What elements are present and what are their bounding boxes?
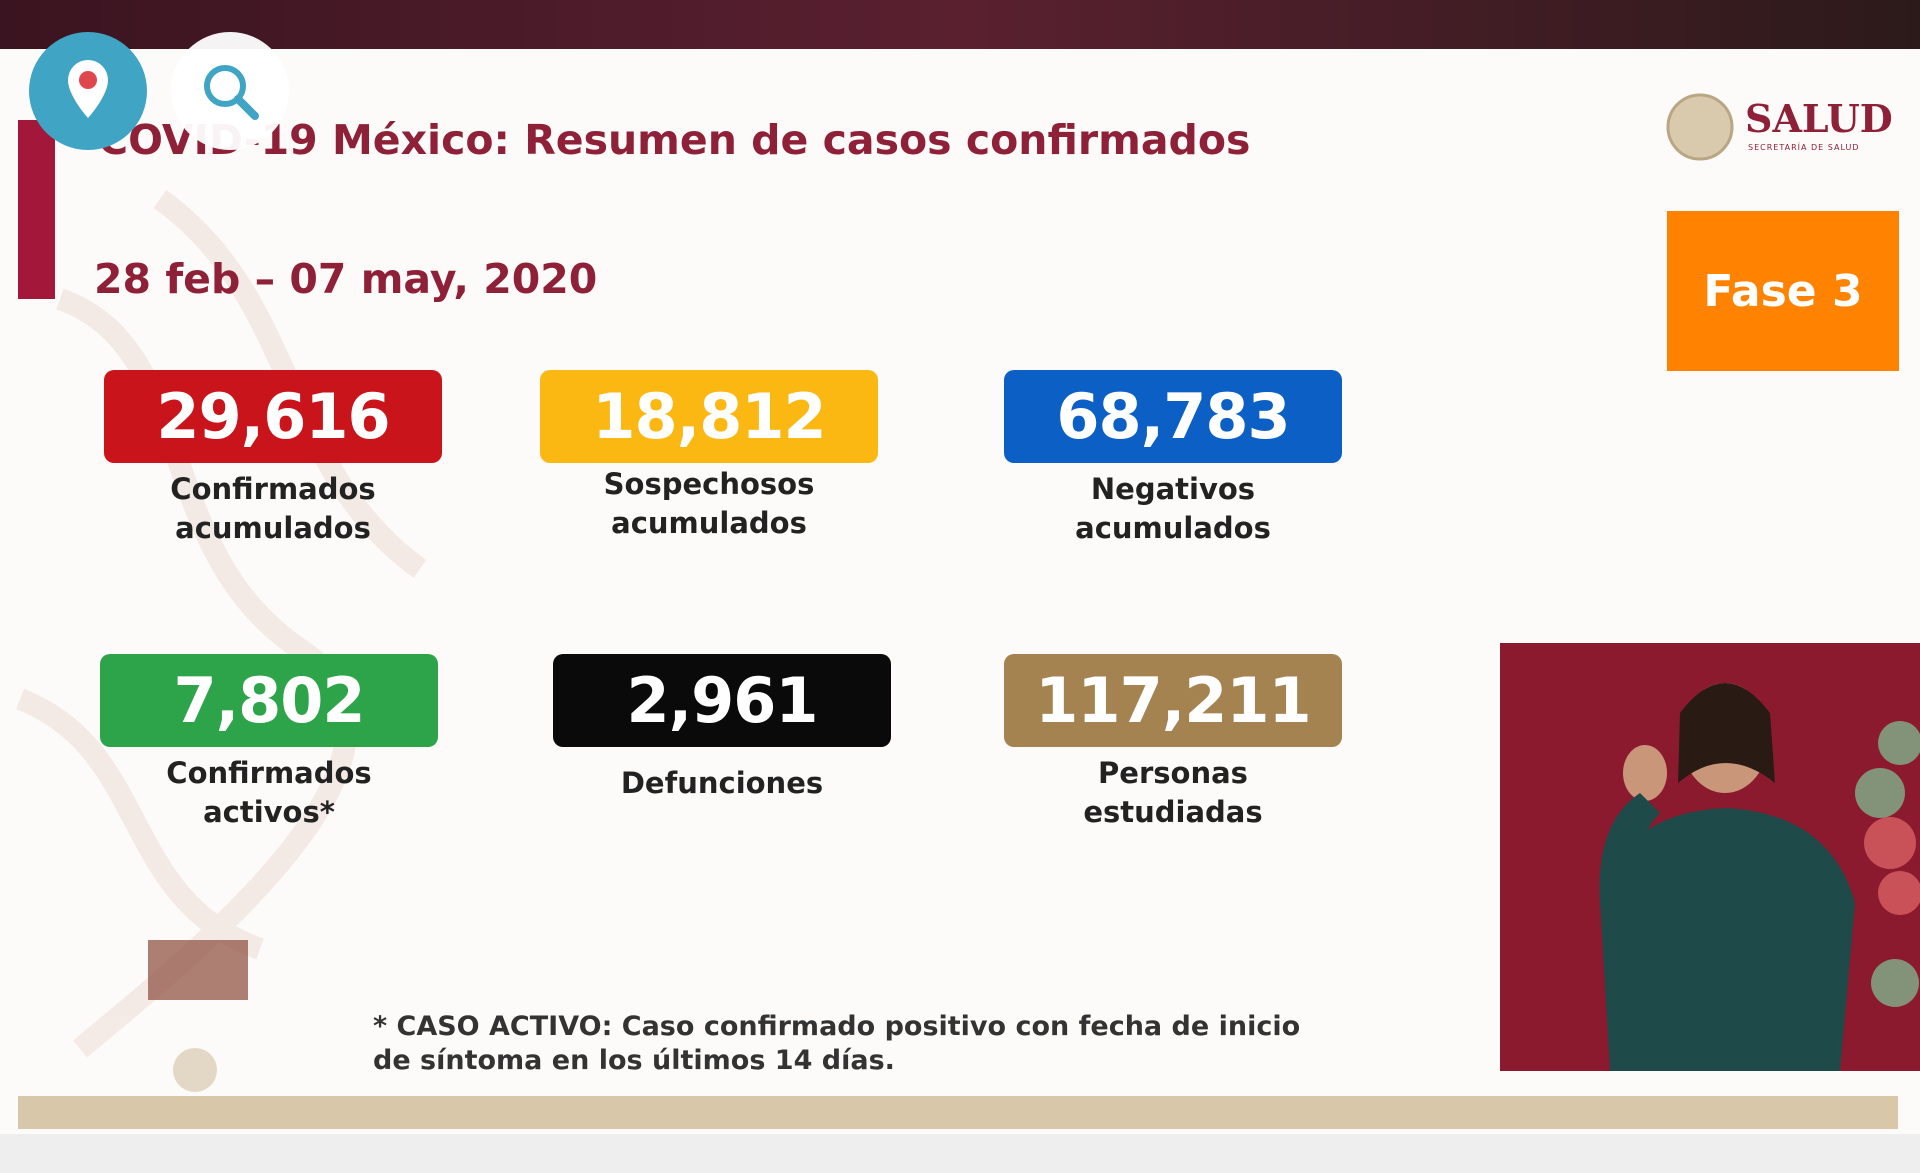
- footnote: * CASO ACTIVO: Caso confirmado positivo …: [373, 1010, 1300, 1078]
- logo-subtitle: SECRETARÍA DE SALUD: [1748, 143, 1860, 152]
- title: COVID-19 México: Resumen de casos confir…: [98, 116, 1251, 164]
- stat-label: Personas estudiadas: [984, 754, 1362, 832]
- stat-label-line: acumulados: [175, 511, 371, 545]
- search-button[interactable]: [171, 32, 289, 150]
- stat-value: 7,802: [100, 654, 438, 747]
- emblem: [1666, 93, 1734, 161]
- stat-label-line: acumulados: [611, 506, 807, 540]
- phase-badge: Fase 3: [1667, 211, 1899, 371]
- stat-label: Defunciones: [533, 764, 911, 803]
- accent-bar: [18, 120, 55, 299]
- stat-label-line: acumulados: [1075, 511, 1271, 545]
- stat-label: Sospechosos acumulados: [520, 465, 898, 543]
- stat-label: Confirmados acumulados: [84, 470, 462, 548]
- top-bar: [0, 0, 1920, 49]
- stat-value: 29,616: [104, 370, 442, 463]
- stream-controls: [29, 32, 289, 150]
- footnote-line: de síntoma en los últimos 14 días.: [373, 1045, 895, 1076]
- stat-value: 2,961: [553, 654, 891, 747]
- footnote-line: * CASO ACTIVO: Caso confirmado positivo …: [373, 1011, 1301, 1042]
- stat-label: Confirmados activos*: [80, 754, 458, 832]
- stat-value: 18,812: [540, 370, 878, 463]
- stat-label-line: Defunciones: [620, 766, 824, 800]
- government-logo: [148, 940, 248, 1092]
- stat-label-line: Confirmados: [166, 756, 372, 790]
- stat-value: 117,211: [1004, 654, 1342, 747]
- stat-label-line: Negativos: [1090, 472, 1256, 506]
- stat-value: 68,783: [1004, 370, 1342, 463]
- stat-label-line: Personas: [1098, 756, 1248, 790]
- interpreter-video: [1500, 643, 1920, 1071]
- date-range: 28 feb – 07 may, 2020: [94, 255, 598, 303]
- logo-name: SALUD: [1745, 96, 1893, 141]
- stat-label-line: Sospechosos: [603, 467, 815, 501]
- stat-label-line: activos*: [203, 795, 335, 829]
- stat-label-line: estudiadas: [1083, 795, 1263, 829]
- stat-label: Negativos acumulados: [984, 470, 1362, 548]
- stat-label-line: Confirmados: [170, 472, 376, 506]
